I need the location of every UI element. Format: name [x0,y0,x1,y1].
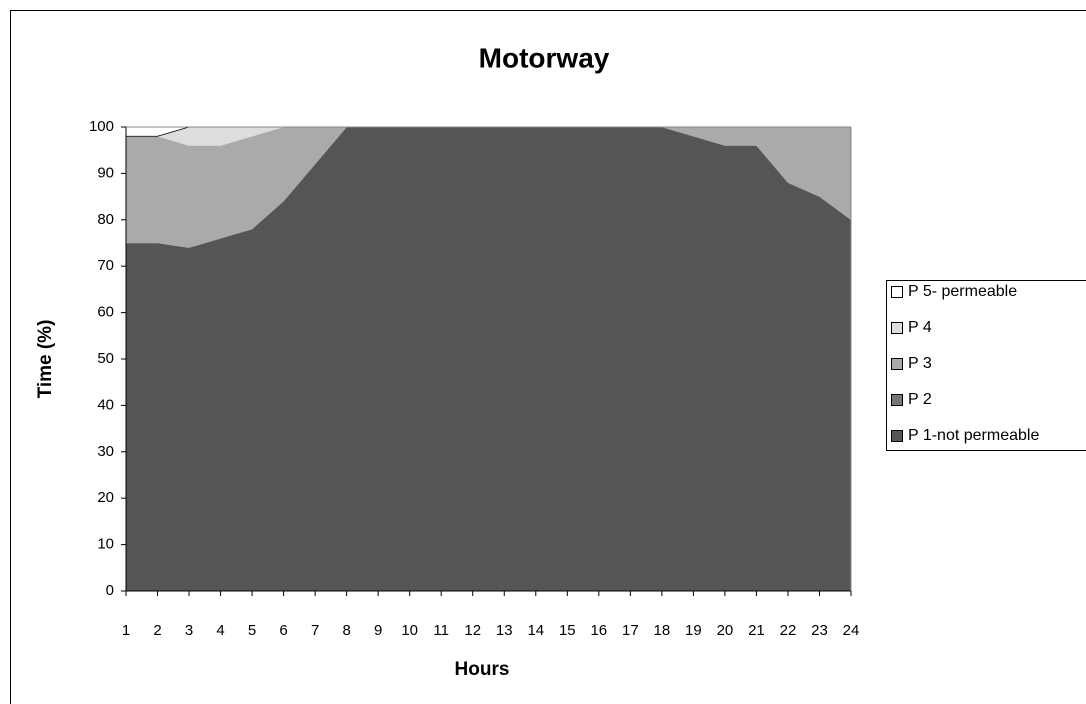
legend-swatch [891,430,903,442]
x-tick-label: 19 [685,622,702,639]
y-tick-label: 90 [97,164,114,181]
legend-swatch [891,358,903,370]
x-tick-label: 20 [717,622,734,639]
x-tick-label: 9 [374,622,382,639]
legend-label: P 3 [908,355,932,372]
y-tick-label: 40 [97,396,114,413]
x-tick-label: 3 [185,622,193,639]
legend-label: P 2 [908,391,932,408]
legend-swatch [891,322,903,334]
y-tick-label: 70 [97,257,114,274]
x-tick-label: 23 [811,622,828,639]
x-tick-label: 18 [654,622,671,639]
x-tick-label: 8 [342,622,350,639]
chart-title: Motorway [479,42,610,73]
x-tick-label: 13 [496,622,513,639]
x-tick-label: 1 [122,622,130,639]
x-axis-title: Hours [455,659,510,680]
legend-swatch [891,394,903,406]
y-tick-label: 30 [97,443,114,460]
x-tick-label: 22 [780,622,797,639]
legend-label: P 5- permeable [908,283,1017,300]
y-axis-title: Time (%) [35,320,56,399]
x-tick-label: 10 [401,622,418,639]
x-tick-label: 17 [622,622,639,639]
legend-swatch [891,286,903,298]
x-tick-label: 6 [279,622,287,639]
y-tick-label: 80 [97,211,114,228]
legend-label: P 1-not permeable [908,427,1039,444]
x-tick-label: 15 [559,622,576,639]
x-tick-label: 21 [748,622,765,639]
x-tick-label: 11 [433,622,449,639]
legend-box [886,280,1086,451]
legend-label: P 4 [908,319,932,336]
y-tick-label: 100 [89,118,114,135]
y-tick-label: 20 [97,489,114,506]
y-tick-label: 50 [97,350,114,367]
x-tick-label: 12 [464,622,481,639]
x-tick-label: 7 [311,622,319,639]
x-tick-label: 24 [843,622,860,639]
x-tick-label: 4 [216,622,224,639]
x-tick-label: 5 [248,622,256,639]
x-tick-label: 16 [590,622,607,639]
y-tick-label: 10 [97,536,114,553]
y-tick-label: 60 [97,304,114,321]
x-tick-label: 2 [153,622,161,639]
y-tick-label: 0 [106,582,114,599]
x-tick-label: 14 [527,622,544,639]
